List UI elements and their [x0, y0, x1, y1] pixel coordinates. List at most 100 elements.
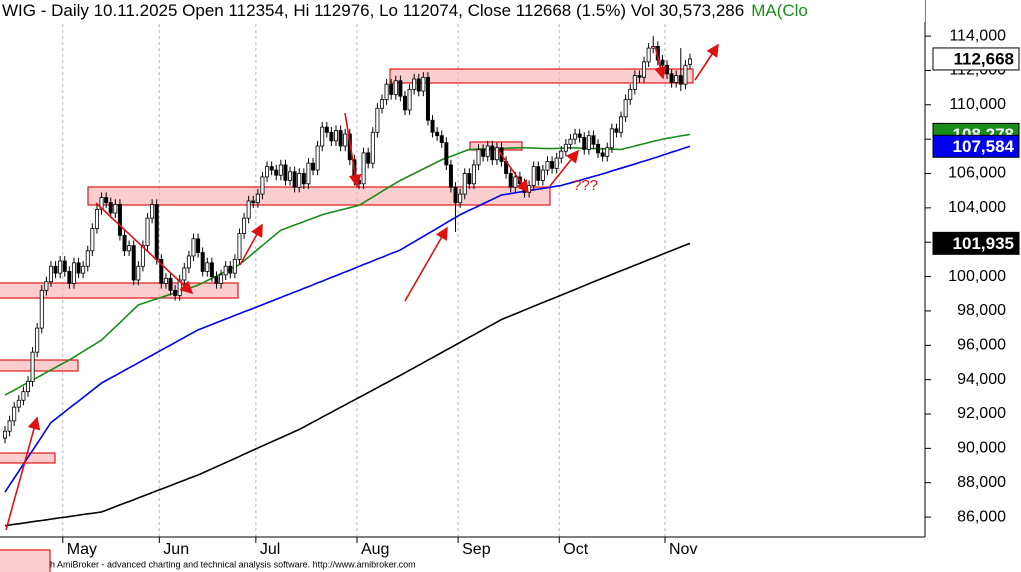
candle-body — [113, 204, 118, 214]
candle-body — [311, 162, 316, 171]
candle-body — [366, 152, 371, 164]
candle-body — [320, 126, 325, 147]
candle-body — [85, 250, 90, 267]
candle-body — [67, 271, 72, 284]
x-tick-label: Jul — [260, 541, 280, 558]
moving-averages — [4, 133, 691, 527]
candle-body — [513, 176, 518, 188]
candle-body — [494, 147, 499, 161]
candle-body — [586, 135, 591, 150]
candle-body — [614, 128, 619, 133]
candle-body — [205, 262, 210, 272]
candle-body — [71, 262, 76, 284]
candle-body — [306, 162, 311, 185]
candle-body — [637, 75, 642, 78]
candle-body — [44, 281, 49, 291]
candle-body — [186, 255, 191, 269]
candle-body — [329, 131, 334, 142]
candle-body — [412, 78, 417, 90]
arrow — [497, 149, 529, 194]
candle-body — [435, 131, 440, 137]
x-axis: May Jun Jul Aug Sep Oct Nov — [62, 537, 697, 558]
x-tick-label: Aug — [361, 541, 389, 558]
candle-body — [246, 200, 251, 219]
candle-body — [94, 209, 99, 229]
y-tick-label: 90,000 — [957, 440, 1006, 457]
candle-body — [136, 265, 141, 281]
last-value-label: 107,584 — [953, 137, 1015, 156]
candle-body — [476, 149, 481, 166]
ma-line — [4, 145, 691, 493]
candle-body — [393, 80, 398, 95]
candle-body — [674, 75, 679, 83]
candle-body — [338, 130, 343, 147]
candle-body — [678, 75, 683, 85]
candle-body — [421, 76, 426, 92]
candle-body — [573, 133, 578, 140]
annotation: ??? — [573, 177, 598, 194]
arrow — [239, 223, 263, 266]
candle-body — [255, 193, 260, 204]
candle-body — [7, 420, 12, 432]
candle-body — [384, 83, 389, 101]
arrow — [5, 416, 41, 531]
candle-body — [669, 73, 674, 83]
candle-body — [219, 274, 224, 284]
y-tick-label: 110,000 — [949, 96, 1006, 113]
candle-body — [563, 143, 568, 152]
candle-body — [122, 234, 127, 252]
last-value-box — [932, 231, 1020, 255]
candle-body — [104, 197, 109, 204]
candle-body — [200, 252, 205, 272]
x-tick-label: Sep — [462, 541, 491, 558]
candle-body — [260, 176, 265, 195]
candle-body — [315, 145, 320, 171]
candle-body — [39, 289, 44, 329]
last-value-box — [932, 47, 1020, 71]
candle-body — [99, 197, 104, 210]
candle-body — [600, 152, 605, 157]
candle-body — [117, 204, 122, 236]
candle-body — [343, 133, 348, 147]
y-tick-label: 104,000 — [948, 199, 1006, 216]
candle-body — [605, 147, 610, 157]
y-tick-label: 94,000 — [957, 371, 1006, 388]
candle-body — [173, 289, 178, 296]
candle-body — [168, 277, 173, 291]
candle-body — [596, 143, 601, 154]
candle-body — [356, 179, 361, 185]
candle-body — [62, 260, 67, 272]
last-value-box — [932, 134, 1020, 158]
candle-body — [242, 217, 247, 235]
candle-body — [191, 238, 196, 257]
candle-body — [35, 327, 40, 353]
zone — [0, 282, 239, 299]
candle-body — [301, 173, 306, 185]
candle-body — [448, 164, 453, 188]
candle-body — [228, 265, 233, 274]
title: WIG - Daily 10.11.2025 Open 112354, Hi 1… — [2, 1, 744, 20]
candle-body — [559, 150, 564, 159]
candle-body — [389, 83, 394, 95]
candle-body — [425, 76, 430, 121]
candle-body — [430, 119, 435, 133]
candle-body — [458, 193, 463, 204]
candle-body — [568, 138, 573, 145]
candle-body — [554, 157, 559, 169]
candle-body — [58, 260, 63, 274]
candle-body — [609, 128, 614, 149]
candle-body — [265, 166, 270, 178]
candle-body — [628, 88, 633, 101]
candle-body — [490, 145, 495, 161]
candle-body — [632, 75, 637, 90]
candle-body — [370, 131, 375, 164]
candle-body — [379, 99, 384, 109]
last-value-label: 101,935 — [953, 234, 1014, 253]
x-tick-label: Jun — [163, 541, 189, 558]
candle-body — [642, 61, 647, 78]
title-background — [0, 0, 925, 22]
candle-body — [3, 430, 8, 439]
candle-body — [540, 169, 545, 181]
candle-body — [232, 258, 237, 274]
